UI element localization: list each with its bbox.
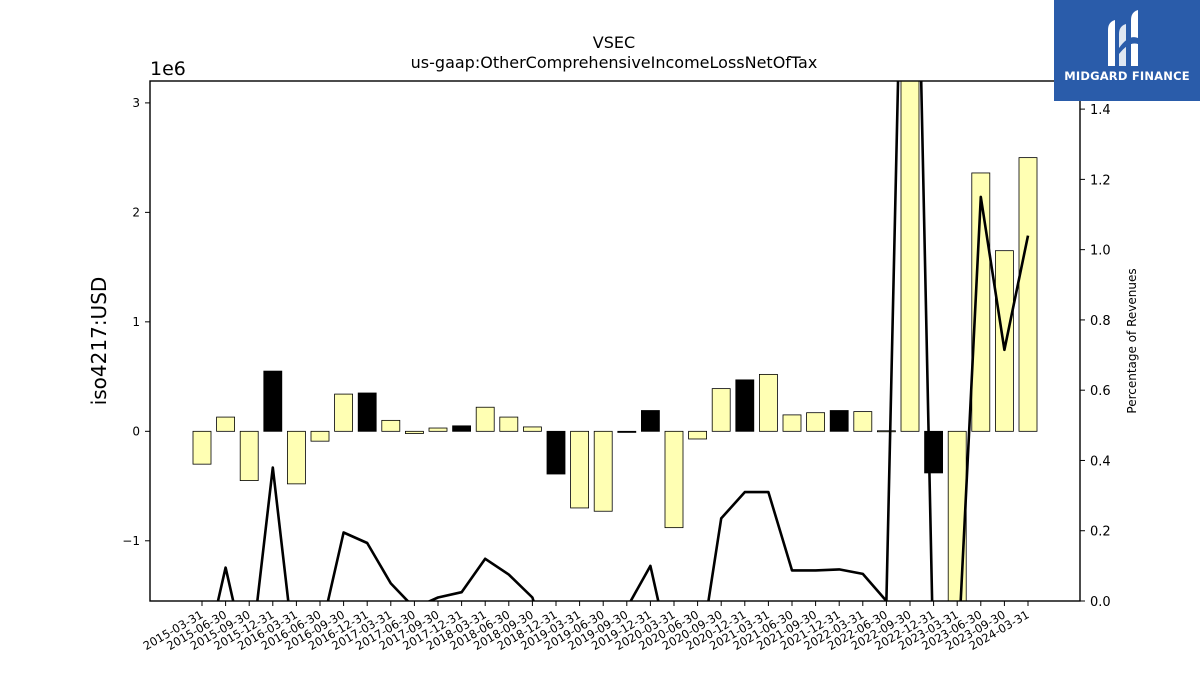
- bar-2021-06-30: [782, 414, 802, 432]
- y-tick-label: 0: [132, 424, 140, 438]
- bar-2017-06-30: [404, 430, 424, 434]
- bar-2015-12-31: [263, 370, 283, 432]
- bar-2019-09-30: [617, 430, 637, 433]
- y2-tick-label: 0.6: [1090, 384, 1111, 399]
- y-axis-label: iso4217:USD: [87, 277, 111, 406]
- chart-subtitle: us-gaap:OtherComprehensiveIncomeLossNetO…: [411, 53, 818, 72]
- midgard-finance-logo: MIDGARD FINANCE: [1054, 0, 1200, 101]
- bar-2022-12-31: [924, 430, 943, 474]
- y2-tick-label: 1.4: [1090, 103, 1111, 118]
- y2-tick-label: 0.8: [1090, 314, 1111, 329]
- bar-2018-09-30: [523, 426, 542, 432]
- bar-2016-03-31: [286, 430, 306, 485]
- bar-2019-03-31: [570, 430, 589, 509]
- bar-2017-03-31: [381, 419, 401, 432]
- bar-2017-12-31: [452, 425, 472, 432]
- bar-2015-06-30: [216, 416, 236, 432]
- bar-2018-06-30: [499, 416, 519, 432]
- plot-frame: [149, 80, 1081, 602]
- chart-title: VSEC: [593, 33, 635, 52]
- bars: [192, 81, 1038, 601]
- bar-2023-09-30: [995, 250, 1014, 432]
- bar-2022-06-30: [877, 430, 896, 433]
- bar-2019-06-30: [593, 430, 613, 512]
- axes: −101230.00.20.40.60.81.01.21.42015-03-31…: [122, 80, 1111, 653]
- y2-axis-label: Percentage of Revenues: [1125, 268, 1139, 413]
- pct-revenue-line: [216, 81, 1030, 601]
- y2-tick-label: 1.2: [1090, 173, 1111, 188]
- bar-2017-09-30: [428, 427, 448, 432]
- bar-2016-12-31: [357, 392, 377, 432]
- bar-2018-03-31: [475, 406, 495, 432]
- pct-revenue-line-group: [216, 81, 1030, 601]
- bar-2020-09-30: [711, 388, 731, 432]
- bar-2021-03-31: [759, 373, 778, 432]
- y-tick-label: 2: [132, 205, 140, 219]
- y2-tick-label: 0.2: [1090, 525, 1111, 540]
- bar-2022-09-30: [900, 81, 920, 432]
- bar-2020-03-31: [664, 430, 684, 529]
- bar-2021-12-31: [829, 410, 849, 432]
- bar-2020-06-30: [688, 430, 707, 440]
- y2-tick-label: 0.0: [1090, 595, 1111, 610]
- bar-2021-09-30: [806, 412, 825, 432]
- bar-2015-03-31: [192, 430, 212, 465]
- y2-tick-label: 1.0: [1090, 244, 1111, 259]
- bar-2018-12-31: [546, 430, 566, 475]
- bar-2023-06-30: [971, 172, 991, 432]
- bar-2020-12-31: [735, 379, 755, 432]
- y2-tick-label: 0.4: [1090, 454, 1111, 469]
- y-tick-label: 3: [132, 96, 140, 110]
- y-tick-label: −1: [122, 534, 140, 548]
- y-tick-label: 1: [132, 315, 140, 329]
- logo-text: MIDGARD FINANCE: [1064, 69, 1190, 83]
- y-scale-label: 1e6: [150, 58, 186, 80]
- bar-2016-06-30: [310, 430, 330, 442]
- bar-2019-12-31: [641, 410, 660, 432]
- bar-2024-03-31: [1018, 157, 1038, 432]
- bar-2015-09-30: [239, 430, 259, 481]
- bar-2022-03-31: [853, 411, 873, 432]
- midgard-logo-icon: [1108, 10, 1138, 66]
- bar-2016-09-30: [334, 393, 354, 432]
